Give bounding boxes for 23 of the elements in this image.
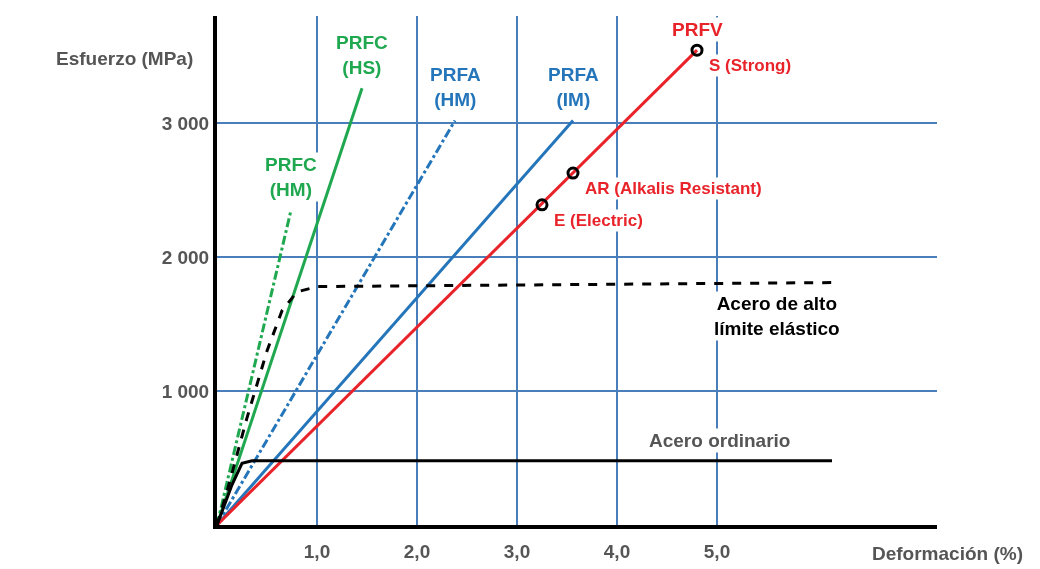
- point: [690, 43, 704, 57]
- series-label: PRFC (HM): [265, 154, 317, 200]
- point: [535, 198, 549, 212]
- series-label: Acero ordinario: [649, 430, 791, 451]
- y-axis-title: Esfuerzo (MPa): [56, 48, 194, 69]
- y-tick-label: 2 000: [161, 246, 210, 268]
- series-label: PRFA (HM): [430, 64, 481, 110]
- y-tick-label: 1 000: [161, 380, 210, 402]
- series-label: PRFC (HS): [336, 32, 388, 78]
- y-tick-label: 3 000: [161, 112, 210, 134]
- annotation: AR (Alkalis Resistant): [585, 179, 762, 198]
- x-tick-label: 2,0: [403, 540, 431, 562]
- x-tick-label: 3,0: [503, 540, 531, 562]
- series-label: Acero de alto límite elástico: [714, 293, 840, 339]
- x-tick-label: 5,0: [703, 540, 731, 562]
- x-axis-title: Deformación (%): [872, 543, 1023, 564]
- x-tick-label: 4,0: [603, 540, 631, 562]
- series-label: PRFA (IM): [548, 64, 599, 110]
- annotation: E (Electric): [554, 211, 643, 230]
- x-tick-label: 1,0: [303, 540, 331, 562]
- annotation: S (Strong): [709, 56, 792, 75]
- point: [566, 166, 580, 180]
- series-label: PRFV: [672, 19, 723, 40]
